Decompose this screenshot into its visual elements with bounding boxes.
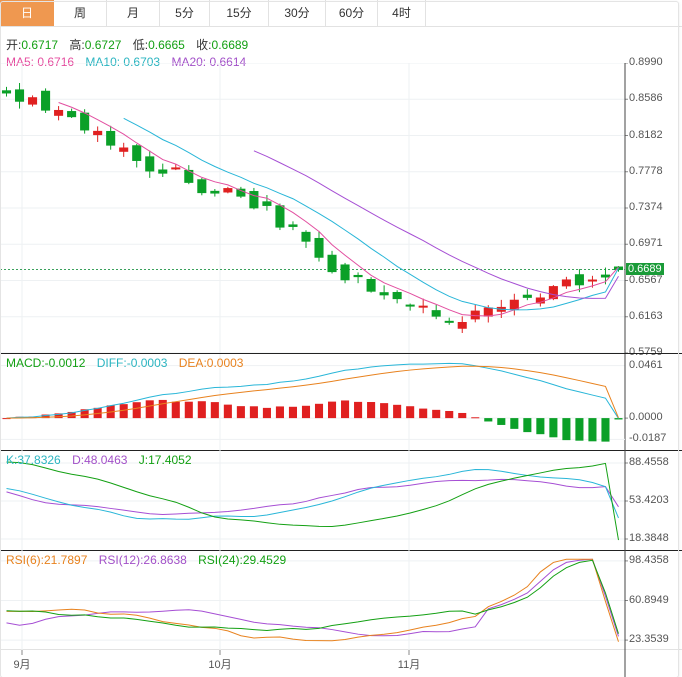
svg-text:9月: 9月 [13,659,30,671]
svg-text:11月: 11月 [398,659,420,671]
svg-text:10月: 10月 [208,659,231,671]
